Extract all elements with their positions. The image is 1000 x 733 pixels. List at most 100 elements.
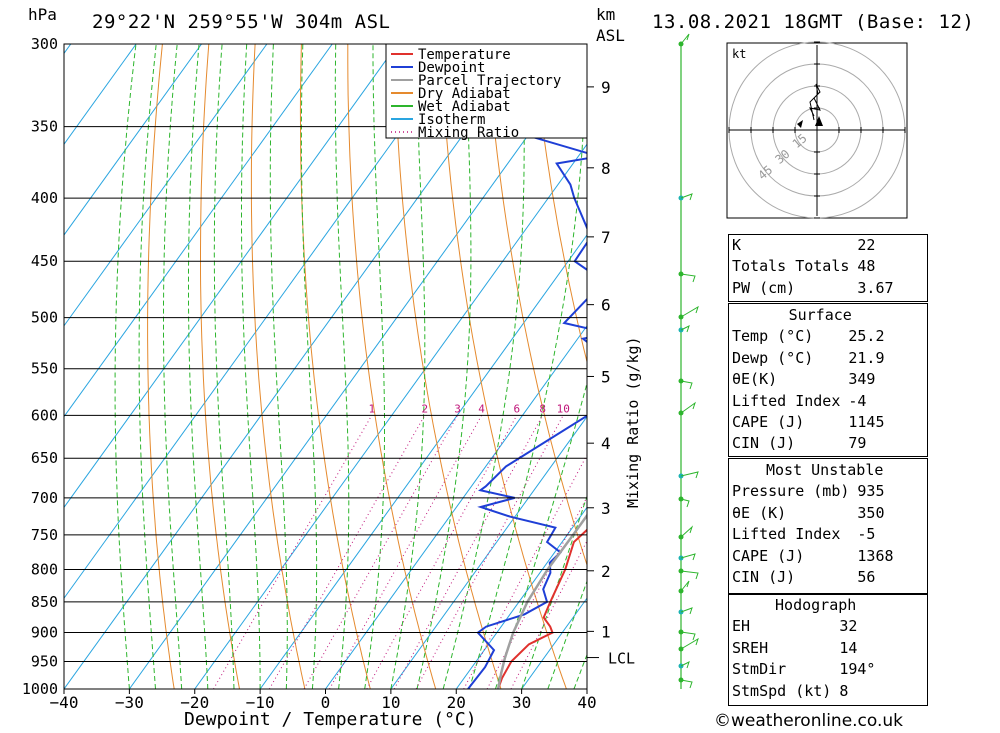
wind-barb xyxy=(680,380,693,390)
legend-label: Wet Adiabat xyxy=(418,99,511,115)
parcel-trajectory-line xyxy=(496,513,587,689)
index-row: Pressure (mb) 935 xyxy=(732,482,885,501)
wind-barb xyxy=(680,273,696,283)
wind-barb xyxy=(680,33,690,45)
wet-adiabat-line xyxy=(241,44,261,689)
x-tick-label: −10 xyxy=(246,693,275,712)
wind-barb xyxy=(680,679,693,689)
pressure-tick-label: 450 xyxy=(31,252,58,270)
indices-surface-box xyxy=(728,303,928,457)
wind-barb xyxy=(680,471,699,479)
storm-motion-marker xyxy=(815,116,823,126)
temperature-line xyxy=(497,528,587,689)
index-row: CAPE (J) 1145 xyxy=(732,413,885,432)
pressure-tick-label: 700 xyxy=(31,489,58,507)
pressure-tick-label: 500 xyxy=(31,309,58,327)
km-tick-label: 1 xyxy=(601,622,611,641)
pressure-tick-label: 550 xyxy=(31,360,58,378)
index-row: StmDir 194° xyxy=(732,660,876,679)
index-row: CAPE (J) 1368 xyxy=(732,546,894,565)
wind-profile xyxy=(678,33,699,689)
datetime: 13.08.2021 18GMT (Base: 12) xyxy=(652,11,975,33)
pressure-tick-label: 1000 xyxy=(22,680,58,698)
hodograph-trace xyxy=(809,83,821,121)
indices-mu-box xyxy=(728,458,928,594)
wind-barb xyxy=(680,607,693,615)
dry-adiabat-line xyxy=(532,44,587,364)
isotherm-line xyxy=(390,415,587,689)
mixing-ratio-label: 4 xyxy=(478,402,485,415)
height-unit-sub: ASL xyxy=(596,26,625,45)
km-tick-label: 9 xyxy=(601,78,611,97)
wind-barb xyxy=(680,193,693,201)
indices-hodograph: Hodograph EH 32 SREH 14 StmDir 194° StmSpd … xyxy=(728,595,903,702)
x-tick-label: 0 xyxy=(321,693,331,712)
legend-label: Temperature xyxy=(418,47,511,63)
wind-barb xyxy=(680,553,696,561)
mixing-ratio-label: 6 xyxy=(513,402,520,415)
mixing-ratio-label: 8 xyxy=(539,402,546,415)
index-row: SREH 14 xyxy=(732,638,858,657)
isotherm-line xyxy=(455,506,587,689)
km-tick-label: 5 xyxy=(601,367,611,386)
wet-adiabat-line xyxy=(521,494,587,689)
credit: ©weatheronline.co.uk xyxy=(714,711,904,731)
dry-adiabat-line xyxy=(996,44,1000,689)
x-tick-label: −40 xyxy=(50,693,79,712)
hodograph-title: Hodograph xyxy=(775,596,857,614)
isotherm-line xyxy=(128,52,587,689)
legend-label: Dewpoint xyxy=(418,60,485,76)
wet-adiabat-line xyxy=(213,44,235,689)
wet-adiabat-line xyxy=(300,44,318,689)
mixing-ratio-label: 16 xyxy=(601,402,614,415)
wet-adiabat-line xyxy=(163,44,183,689)
index-row: CIN (J) 56 xyxy=(732,568,876,587)
wet-adiabat-line xyxy=(138,44,157,689)
wind-barb xyxy=(680,580,690,592)
mixing-ratio-label: 25 xyxy=(646,402,659,415)
wind-barb xyxy=(680,401,696,414)
isotherm-line xyxy=(259,234,587,689)
location-title: 29°22'N 259°55'W 304m ASL xyxy=(92,11,391,33)
index-row: PW (cm) 3.67 xyxy=(732,278,894,297)
index-row: Lifted Index -5 xyxy=(732,525,876,544)
isotherm-line xyxy=(325,324,587,689)
wet-adiabat-line xyxy=(364,44,385,689)
mixing-ratio-label: 3 xyxy=(454,402,461,415)
pressure-tick-label: 750 xyxy=(31,526,58,544)
dry-adiabat-line xyxy=(147,44,175,689)
x-axis-label: Dewpoint / Temperature (°C) xyxy=(184,709,477,730)
wind-barb xyxy=(680,525,694,538)
wind-barb xyxy=(680,325,690,333)
km-tick-label: 2 xyxy=(601,562,611,581)
isotherm-line xyxy=(64,44,529,689)
mixing-ratio-line xyxy=(366,415,518,689)
x-tick-label: 40 xyxy=(577,693,596,712)
indices-surface: Surface Temp (°C) 25.2 Dewp (°C) 21.9 θE(K… xyxy=(728,305,912,455)
legend-label: Dry Adiabat xyxy=(418,86,511,102)
index-row: Totals Totals 48 xyxy=(732,257,876,276)
pressure-tick-label: 850 xyxy=(31,593,58,611)
pressure-tick-label: 800 xyxy=(31,560,58,578)
wind-barb xyxy=(680,637,699,650)
most-unstable-title: Most Unstable xyxy=(766,461,884,479)
lcl-label: LCL xyxy=(608,650,635,668)
isotherm-line xyxy=(64,44,464,600)
index-row: K 22 xyxy=(732,236,876,254)
wind-barb xyxy=(680,570,699,580)
indices-hodograph-box xyxy=(728,594,928,706)
pressure-tick-label: 300 xyxy=(31,35,58,53)
pressure-tick-label: 900 xyxy=(31,624,58,642)
mixing-ratio-label: 2 xyxy=(421,402,428,415)
isotherm-line xyxy=(64,44,268,327)
index-row: θE(K) 349 xyxy=(732,370,876,389)
index-row: CIN (J) 79 xyxy=(732,434,867,453)
isotherm-line xyxy=(64,44,202,236)
legend-box xyxy=(385,43,588,139)
isotherm-line xyxy=(64,44,399,509)
wet-adiabat-line xyxy=(334,44,350,689)
wet-adiabat-line xyxy=(468,44,587,689)
